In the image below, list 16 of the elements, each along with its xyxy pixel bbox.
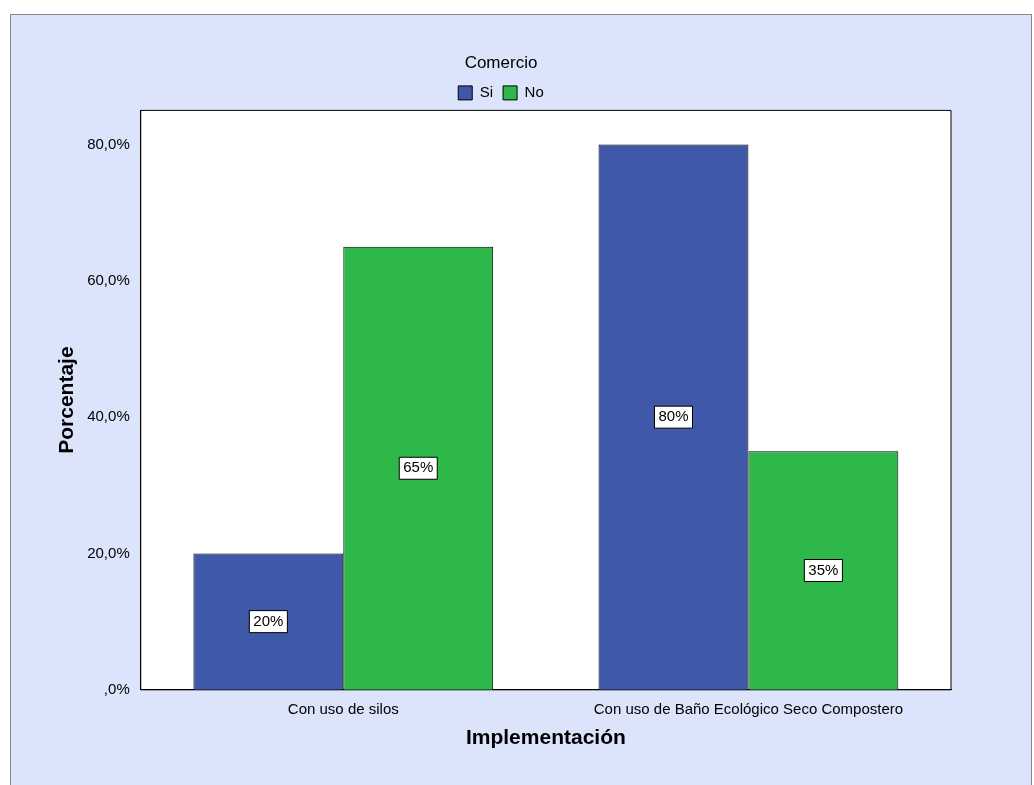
legend-label: Si <box>479 83 494 101</box>
x-tick-label: Con uso de silos <box>287 699 399 717</box>
y-tick-label: 60,0% <box>87 270 130 288</box>
data-label: 35% <box>808 560 839 578</box>
legend-title: Comercio <box>464 53 538 73</box>
y-tick-label: 20,0% <box>87 543 130 561</box>
y-axis-title: Porcentaje <box>54 346 78 454</box>
y-tick-label: 80,0% <box>87 134 130 152</box>
x-tick-label: Con uso de Baño Ecológico Seco Compostero <box>593 699 904 717</box>
legend-label: No <box>524 83 544 101</box>
y-tick-label: 40,0% <box>87 407 130 425</box>
data-label: 65% <box>403 458 434 476</box>
data-label: 80% <box>658 407 689 425</box>
x-axis-title: Implementación <box>465 725 626 749</box>
y-tick-label: ,0% <box>103 679 130 697</box>
data-label: 20% <box>253 611 284 629</box>
